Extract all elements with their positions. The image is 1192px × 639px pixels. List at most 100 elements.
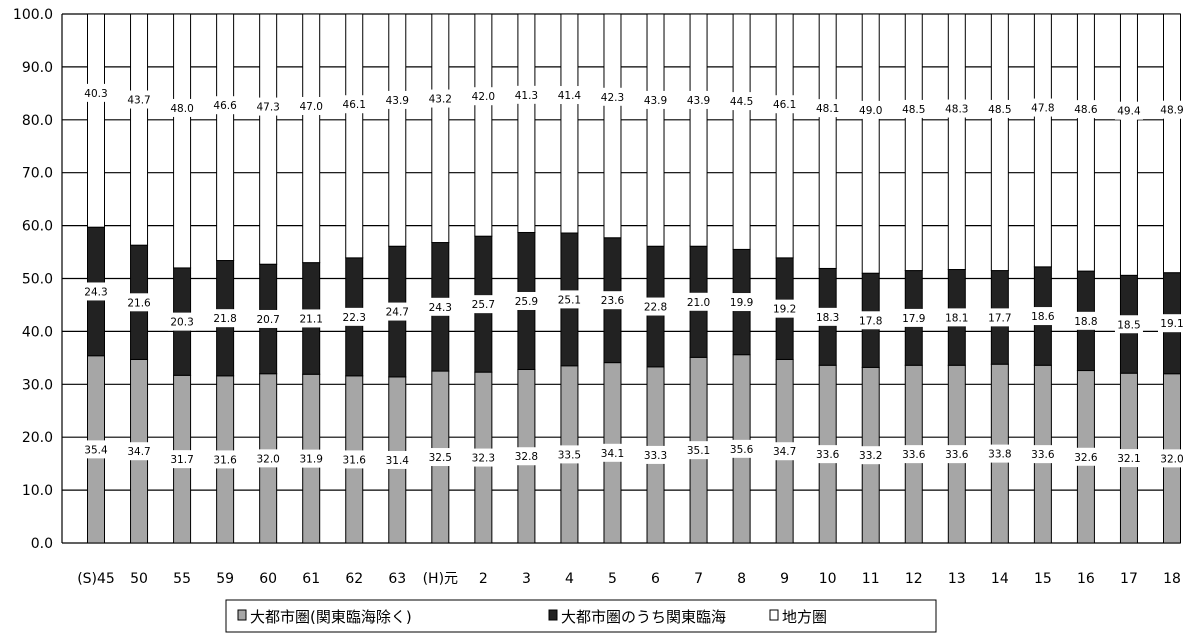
data-label: 43.2 (426, 89, 455, 108)
data-label: 48.5 (899, 99, 928, 118)
data-label-text: 46.6 (213, 100, 237, 112)
data-label: 48.0 (168, 98, 197, 117)
data-label: 40.3 (82, 83, 110, 102)
data-label: 41.3 (512, 85, 541, 104)
data-label-bg (770, 442, 799, 461)
data-label-bg (1158, 314, 1186, 333)
bar-segment (259, 13, 278, 265)
data-label-text: 31.6 (213, 454, 237, 466)
data-label-text: 48.5 (902, 104, 925, 116)
x-tick-label: 11 (862, 571, 880, 587)
bar-segment (130, 13, 149, 246)
data-label-text: 33.6 (945, 449, 969, 461)
data-label-text: 32.8 (515, 451, 538, 463)
data-label-bg (985, 308, 1014, 327)
data-label-bg (813, 445, 842, 464)
data-label-text: 25.1 (558, 294, 581, 306)
bar-segment (517, 13, 536, 233)
data-label-text: 35.6 (730, 444, 754, 456)
data-label-bg (469, 87, 498, 106)
data-label: 43.9 (684, 90, 713, 109)
data-label: 24.3 (82, 282, 110, 301)
data-label: 22.3 (340, 307, 369, 326)
data-label: 47.3 (254, 97, 283, 116)
x-tick-label: (S)45 (77, 571, 115, 587)
data-label-text: 18.1 (945, 312, 968, 324)
data-label: 48.3 (942, 99, 971, 118)
data-label: 33.6 (1028, 445, 1057, 464)
x-tick-label: 12 (905, 571, 923, 587)
data-label: 35.6 (727, 439, 756, 458)
data-label: 33.6 (813, 445, 842, 464)
data-label-text: 41.4 (558, 90, 582, 102)
data-label: 18.6 (1028, 307, 1057, 326)
data-label-bg (856, 311, 885, 330)
x-tick-label: 61 (302, 571, 320, 587)
data-label: 44.5 (727, 92, 756, 111)
data-label: 23.6 (598, 291, 627, 310)
data-label-bg (856, 100, 885, 119)
data-label-text: 31.7 (170, 454, 193, 466)
data-label: 33.6 (942, 445, 971, 464)
data-label-bg (684, 292, 713, 311)
y-tick-label: 50.0 (22, 272, 53, 288)
data-label-text: 43.2 (429, 94, 452, 106)
data-label: 32.1 (1114, 449, 1143, 468)
data-label: 18.8 (1071, 311, 1100, 330)
data-label-bg (469, 448, 498, 467)
data-label-text: 43.9 (386, 95, 409, 107)
data-label-bg (469, 295, 498, 314)
data-label-bg (340, 307, 369, 326)
data-label: 22.8 (641, 297, 670, 316)
data-label-bg (641, 297, 670, 316)
x-tick-label: 6 (651, 571, 660, 587)
data-label: 48.6 (1071, 100, 1100, 119)
bar-segment (1076, 13, 1095, 272)
data-label: 21.6 (125, 293, 154, 312)
data-label-bg (770, 299, 799, 318)
data-label-bg (1114, 101, 1143, 120)
data-label-bg (1114, 449, 1143, 468)
data-label: 17.8 (856, 311, 885, 330)
legend-swatch (548, 609, 558, 621)
data-label: 32.8 (512, 447, 541, 466)
data-label: 41.4 (555, 86, 584, 105)
data-label-text: 43.9 (644, 95, 667, 107)
data-label-text: 20.3 (170, 317, 193, 329)
data-label: 20.3 (168, 312, 197, 331)
y-tick-label: 30.0 (22, 377, 53, 393)
x-tick-label: 14 (991, 571, 1009, 587)
data-label-text: 49.0 (859, 105, 882, 117)
data-label: 21.8 (211, 309, 240, 328)
bar-segment (732, 13, 751, 250)
data-label-bg (383, 450, 412, 469)
data-label: 19.2 (770, 299, 799, 318)
x-tick-label: 7 (694, 571, 703, 587)
data-label: 49.0 (856, 100, 885, 119)
data-label: 35.4 (82, 440, 110, 459)
data-label-bg (340, 95, 369, 114)
data-label: 25.1 (555, 290, 584, 309)
y-tick-label: 80.0 (22, 113, 53, 129)
data-label-bg (211, 309, 240, 328)
data-label-text: 21.8 (213, 313, 236, 325)
data-label: 32.0 (1158, 449, 1186, 468)
data-label-text: 48.0 (170, 103, 193, 115)
data-label-text: 35.1 (687, 445, 710, 457)
data-label: 32.5 (426, 448, 455, 467)
y-tick-label: 20.0 (22, 430, 53, 446)
data-label: 48.1 (813, 99, 842, 118)
data-label-bg (555, 86, 584, 105)
x-tick-label: 62 (345, 571, 363, 587)
data-label: 18.3 (813, 307, 842, 326)
data-label: 32.3 (469, 448, 498, 467)
data-label: 32.6 (1071, 447, 1100, 466)
data-label-bg (813, 307, 842, 326)
data-label-bg (297, 309, 326, 328)
data-label-text: 21.6 (127, 297, 151, 309)
data-label-text: 47.0 (300, 101, 323, 113)
data-label: 17.7 (985, 308, 1014, 327)
data-label: 18.5 (1114, 315, 1143, 334)
data-label: 25.9 (512, 291, 541, 310)
data-label-bg (598, 291, 627, 310)
